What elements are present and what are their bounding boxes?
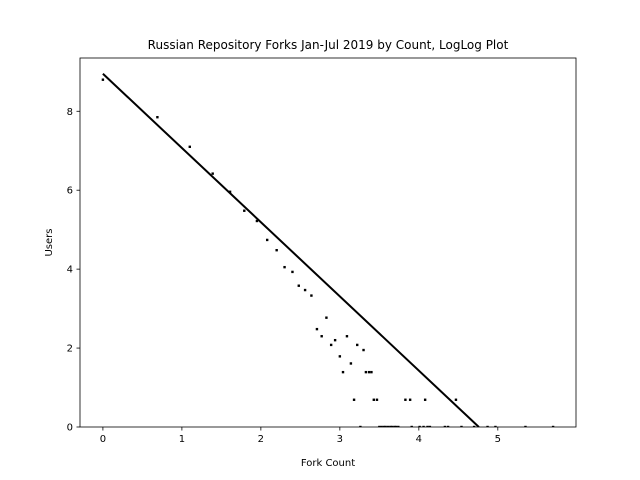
- x-tick-label: 1: [179, 434, 185, 445]
- data-point: [291, 270, 294, 274]
- x-tick-label: 5: [495, 434, 501, 445]
- data-point: [345, 335, 349, 338]
- data-point: [265, 238, 269, 242]
- data-point: [325, 316, 328, 319]
- y-tick-label: 8: [67, 107, 73, 118]
- data-point: [341, 370, 345, 374]
- plot-area: [101, 73, 555, 427]
- y-tick-label: 4: [67, 265, 73, 276]
- y-tick-label: 0: [67, 423, 73, 434]
- data-point: [338, 355, 342, 358]
- data-point: [211, 172, 214, 175]
- data-point: [390, 425, 394, 427]
- data-point: [356, 343, 359, 347]
- x-tick-label: 3: [337, 434, 343, 445]
- data-point: [101, 78, 105, 81]
- data-point: [408, 398, 412, 401]
- data-point: [349, 362, 353, 365]
- data-point: [228, 190, 232, 193]
- data-point: [428, 425, 432, 427]
- data-point: [364, 370, 368, 374]
- data-point: [386, 425, 390, 427]
- data-point: [382, 425, 386, 427]
- data-point: [472, 425, 476, 427]
- data-point: [389, 425, 392, 427]
- data-point: [315, 327, 319, 331]
- data-point: [243, 209, 246, 212]
- x-tick-label: 0: [100, 434, 106, 445]
- data-point: [275, 248, 278, 252]
- data-point: [404, 398, 407, 401]
- data-point: [320, 335, 323, 338]
- data-point: [333, 338, 337, 342]
- x-axis-label: Fork Count: [301, 458, 355, 469]
- data-point: [426, 425, 429, 427]
- data-point: [372, 398, 376, 401]
- data-point: [352, 398, 356, 401]
- x-tick-label: 4: [416, 434, 422, 445]
- data-point: [524, 425, 527, 427]
- data-point: [422, 425, 425, 427]
- data-point: [370, 370, 373, 374]
- y-tick-label: 2: [67, 344, 73, 355]
- data-point: [362, 348, 365, 352]
- y-tick-label: 6: [67, 186, 73, 197]
- data-point: [367, 370, 371, 374]
- data-point: [329, 343, 333, 347]
- data-point: [486, 425, 489, 427]
- data-point: [446, 425, 450, 427]
- data-point: [394, 425, 398, 427]
- chart-title: Russian Repository Forks Jan-Jul 2019 by…: [148, 38, 509, 52]
- data-point: [378, 425, 381, 427]
- data-point: [310, 294, 313, 297]
- data-point: [551, 425, 555, 427]
- data-point: [255, 219, 259, 223]
- data-point: [283, 265, 286, 269]
- x-axis: 0 1 2 3 4 5: [100, 427, 501, 445]
- data-point: [384, 425, 387, 427]
- data-point: [375, 398, 379, 401]
- data-point: [423, 398, 427, 401]
- data-point: [443, 425, 447, 427]
- data-point: [393, 425, 396, 427]
- y-axis-label: Users: [44, 228, 55, 256]
- axes-frame: [79, 57, 577, 428]
- data-point: [156, 115, 159, 119]
- data-point: [494, 425, 497, 427]
- y-axis: 0 2 4 6 8: [67, 107, 80, 434]
- data-point: [297, 284, 300, 287]
- data-point: [460, 425, 463, 427]
- data-point: [454, 398, 458, 401]
- data-point: [418, 425, 421, 427]
- x-tick-label: 2: [258, 434, 264, 445]
- data-point: [188, 145, 191, 148]
- data-point: [303, 288, 307, 292]
- data-point: [397, 425, 400, 427]
- data-point: [380, 425, 383, 427]
- data-point: [359, 425, 362, 427]
- fit-line: [102, 73, 480, 427]
- data-point: [410, 425, 413, 427]
